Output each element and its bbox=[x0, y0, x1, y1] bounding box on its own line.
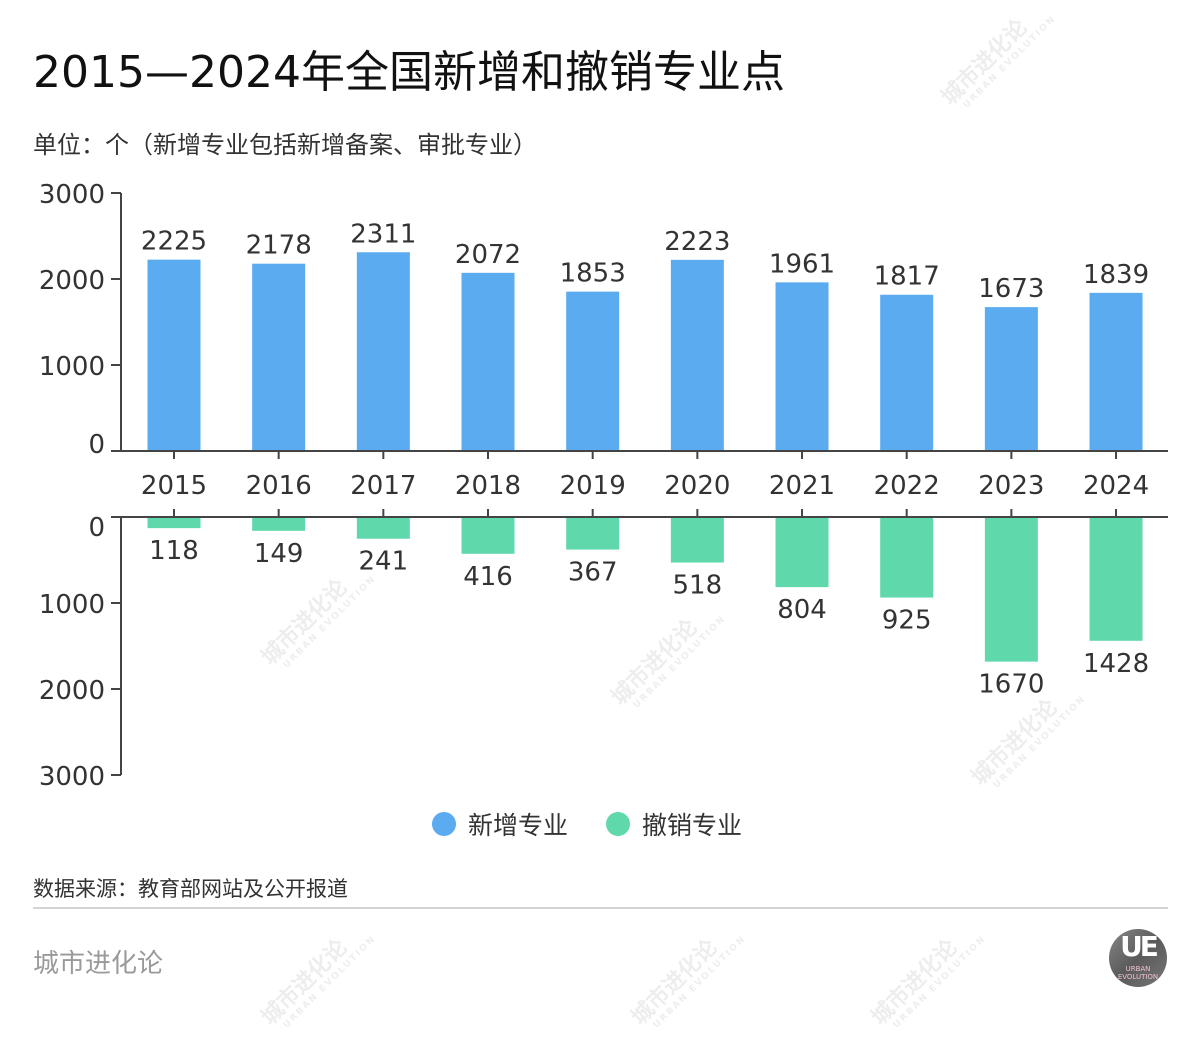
legend: 新增专业 撤销专业 bbox=[432, 806, 780, 842]
added-value-label-2019: 1853 bbox=[560, 259, 626, 289]
removed-bar-2024 bbox=[1089, 518, 1143, 641]
legend-swatch-added bbox=[432, 812, 456, 836]
removed-bar-2018 bbox=[461, 518, 515, 554]
removed-value-label-2023: 1670 bbox=[978, 670, 1044, 700]
added-value-label-2016: 2178 bbox=[246, 231, 312, 261]
logo-letters: UE bbox=[1120, 930, 1159, 963]
x-category-label-2020: 2020 bbox=[664, 471, 730, 501]
legend-swatch-removed bbox=[606, 812, 631, 836]
removed-value-label-2021: 804 bbox=[777, 595, 827, 625]
data-source: 数据来源：教育部网站及公开报道 bbox=[33, 877, 348, 901]
legend-item-removed[interactable]: 撤销专业 bbox=[606, 806, 742, 842]
x-category-label-2019: 2019 bbox=[560, 471, 626, 501]
chart-subtitle: 单位：个（新增专业包括新增备案、审批专业） bbox=[33, 131, 537, 159]
added-value-label-2022: 1817 bbox=[874, 262, 940, 292]
removed-value-label-2019: 367 bbox=[568, 558, 618, 588]
logo-text: URBAN EVOLUTION bbox=[1117, 965, 1159, 981]
x-category-label-2023: 2023 bbox=[978, 471, 1044, 501]
x-category-label-2015: 2015 bbox=[141, 471, 207, 501]
brand-name: 城市进化论 bbox=[33, 949, 164, 979]
added-value-label-2017: 2311 bbox=[350, 219, 416, 249]
added-value-label-2023: 1673 bbox=[978, 274, 1044, 304]
added-bar-2018 bbox=[461, 272, 515, 450]
added-value-label-2024: 1839 bbox=[1083, 260, 1149, 290]
added-value-label-2015: 2225 bbox=[141, 227, 207, 257]
removed-bar-2022 bbox=[880, 518, 934, 598]
legend-item-added[interactable]: 新增专业 bbox=[432, 806, 568, 842]
added-bar-2017 bbox=[356, 252, 410, 450]
removed-bar-2023 bbox=[984, 518, 1038, 662]
removed-value-label-2020: 518 bbox=[673, 571, 723, 601]
bottom-y-tick-label: 1000 bbox=[39, 590, 105, 620]
added-bar-2020 bbox=[670, 259, 724, 450]
added-value-label-2021: 1961 bbox=[769, 249, 835, 279]
removed-value-label-2022: 925 bbox=[882, 606, 932, 636]
added-bar-2016 bbox=[252, 263, 306, 450]
watermark-subtext: URBAN EVOLUTION bbox=[891, 933, 989, 1031]
removed-bar-2015 bbox=[147, 518, 201, 529]
x-category-label-2017: 2017 bbox=[350, 471, 416, 501]
x-category-label-2024: 2024 bbox=[1083, 471, 1149, 501]
footer-divider bbox=[33, 907, 1168, 909]
removed-bar-2019 bbox=[566, 518, 620, 550]
removed-bar-2020 bbox=[670, 518, 724, 563]
added-bar-2023 bbox=[984, 307, 1038, 450]
bottom-y-tick-label: 0 bbox=[88, 513, 105, 543]
top-y-tick-label: 2000 bbox=[39, 266, 105, 296]
x-category-label-2021: 2021 bbox=[769, 471, 835, 501]
x-category-label-2018: 2018 bbox=[455, 471, 521, 501]
legend-label-added: 新增专业 bbox=[468, 811, 569, 840]
top-y-tick-label: 1000 bbox=[39, 352, 105, 382]
top-y-tick-label: 3000 bbox=[39, 180, 105, 210]
added-bar-2024 bbox=[1089, 292, 1143, 450]
bottom-y-tick-label: 3000 bbox=[39, 762, 105, 792]
removed-value-label-2018: 416 bbox=[463, 562, 513, 592]
watermark-text: 城市进化论 bbox=[256, 934, 353, 1031]
chart-canvas: 0 1000 2000 3000 2225 2178 2311 2072 1853 2223 196… bbox=[39, 180, 1168, 792]
removed-bar-2021 bbox=[775, 518, 829, 588]
removed-value-label-2016: 149 bbox=[254, 539, 304, 569]
removed-value-label-2024: 1428 bbox=[1083, 649, 1149, 679]
added-bar-2021 bbox=[775, 282, 829, 450]
top-y-tick-label: 0 bbox=[88, 430, 105, 460]
watermark-subtext: URBAN EVOLUTION bbox=[281, 933, 379, 1031]
watermark-text: 城市进化论 bbox=[626, 934, 723, 1031]
x-category-label-2016: 2016 bbox=[246, 471, 312, 501]
removed-bar-2016 bbox=[252, 518, 306, 531]
added-bar-2022 bbox=[880, 294, 934, 450]
added-value-label-2018: 2072 bbox=[455, 240, 521, 270]
watermark-text: 城市进化论 bbox=[866, 934, 963, 1031]
watermark-subtext: URBAN EVOLUTION bbox=[651, 933, 749, 1031]
legend-label-removed: 撤销专业 bbox=[642, 811, 743, 840]
removed-value-label-2015: 118 bbox=[149, 536, 199, 566]
x-category-label-2022: 2022 bbox=[874, 471, 940, 501]
removed-value-label-2017: 241 bbox=[359, 547, 409, 577]
brand-logo-icon: UE URBAN EVOLUTION bbox=[1109, 929, 1167, 987]
added-bar-2019 bbox=[566, 291, 620, 450]
chart-title: 2015—2024年全国新增和撤销专业点 bbox=[33, 47, 785, 98]
added-bar-2015 bbox=[147, 259, 201, 450]
removed-bar-2017 bbox=[356, 518, 410, 539]
added-value-label-2020: 2223 bbox=[664, 227, 730, 257]
bottom-y-tick-label: 2000 bbox=[39, 676, 105, 706]
